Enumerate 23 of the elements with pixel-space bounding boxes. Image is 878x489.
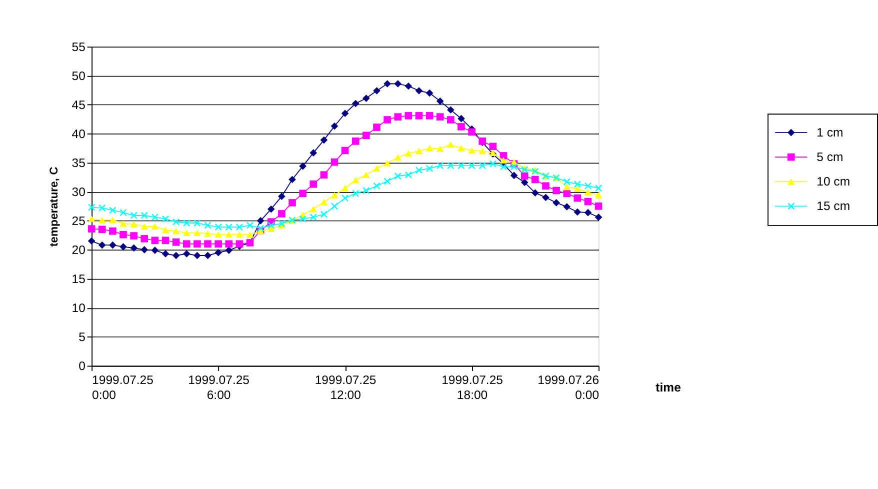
- y-tick-label: 0: [78, 358, 86, 373]
- y-tick-label: 50: [72, 68, 86, 83]
- legend-label: 5 cm: [816, 150, 844, 164]
- y-tick-label: 20: [72, 242, 86, 257]
- y-tick-label: 25: [72, 214, 86, 228]
- y-tick-label: 30: [72, 184, 86, 199]
- legend-label: 1 cm: [816, 125, 844, 140]
- y-axis-title: temperature, C: [48, 166, 61, 247]
- legend-label: 10 cm: [816, 174, 850, 188]
- x-axis-title: time: [656, 380, 682, 395]
- y-tick-label: 15: [72, 272, 86, 286]
- legend-label: 15 cm: [816, 198, 850, 213]
- x-tick-label: 1999.07.25 0:00: [92, 373, 154, 402]
- y-tick-label: 55: [72, 40, 86, 54]
- y-tick-label: 35: [72, 156, 86, 170]
- x-tick-label: 1999.07.25 18:00: [442, 373, 504, 402]
- x-tick-label: 1999.07.26 0:00: [538, 373, 600, 402]
- y-tick-label: 40: [72, 126, 86, 141]
- y-tick-label: 45: [72, 98, 86, 112]
- x-tick-label: 1999.07.25 12:00: [314, 373, 376, 402]
- y-tick-label: 5: [78, 330, 86, 344]
- x-tick-label: 1999.07.25 6:00: [188, 373, 250, 402]
- y-tick-label: 10: [72, 300, 86, 315]
